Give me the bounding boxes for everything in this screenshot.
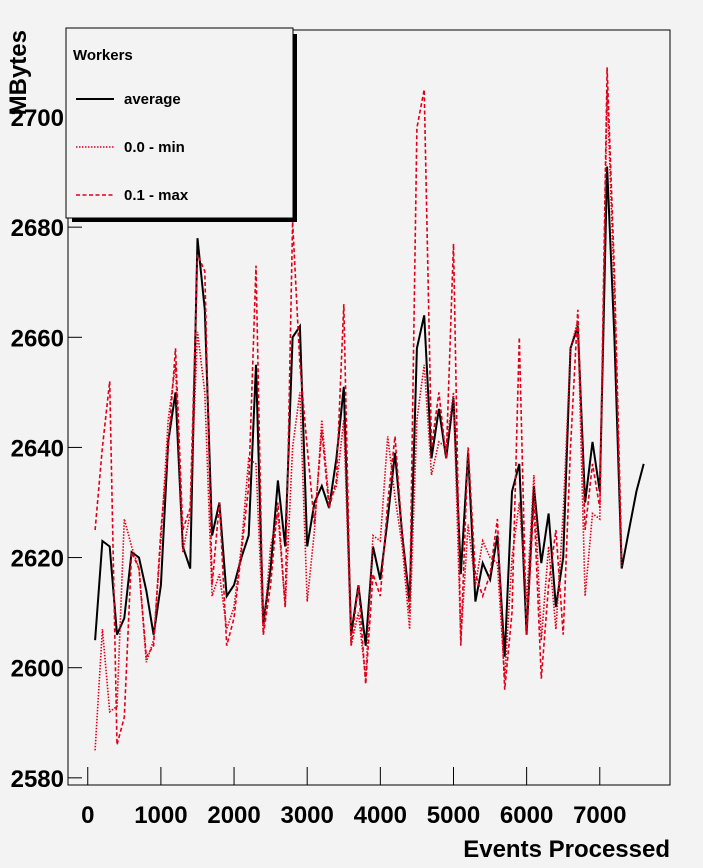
y-tick-label: 2680 <box>11 215 64 242</box>
y-tick-label: 2700 <box>11 105 64 132</box>
y-tick-label: 2660 <box>11 325 64 352</box>
x-tick-label: 0 <box>81 802 94 829</box>
y-axis-title: MBytes <box>5 30 32 115</box>
x-tick-label: 2000 <box>207 802 260 829</box>
y-tick-label: 2620 <box>11 546 64 573</box>
x-tick-label: 1000 <box>134 802 187 829</box>
x-tick-label: 7000 <box>573 802 626 829</box>
plot-area: 2580 2600 2620 2640 2660 2680 2700 0 1000 2000 300… <box>11 67 645 829</box>
legend-items: average 0.0 - min 0.1 - max <box>76 91 189 204</box>
legend-label: 0.1 - max <box>124 187 189 204</box>
legend: Workers average 0.0 - min 0.1 - max <box>65 27 297 222</box>
y-tick-label: 2640 <box>11 435 64 462</box>
series-line <box>94 89 623 751</box>
x-tick-label: 6000 <box>500 802 553 829</box>
x-tick-label: 3000 <box>280 802 333 829</box>
legend-title: Workers <box>73 47 133 64</box>
legend-box <box>65 27 294 219</box>
x-tick-label: 5000 <box>427 802 480 829</box>
legend-label: average <box>124 91 181 108</box>
frame <box>67 29 671 786</box>
legend-label: 0.0 - min <box>124 139 185 156</box>
y-tick-label: 2580 <box>11 766 64 793</box>
series-line <box>94 67 623 746</box>
x-axis-title: Events Processed <box>463 836 670 863</box>
x-tick-label: 4000 <box>354 802 407 829</box>
y-tick-label: 2600 <box>11 656 64 683</box>
